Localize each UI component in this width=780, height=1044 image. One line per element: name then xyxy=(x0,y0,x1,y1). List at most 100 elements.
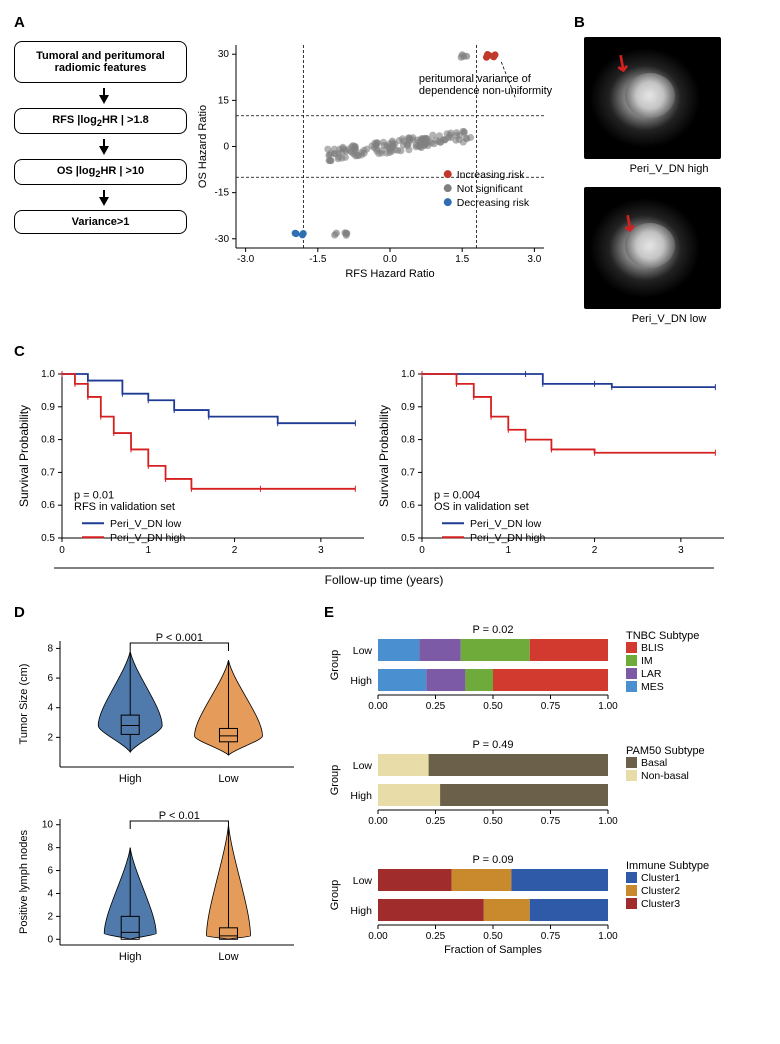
svg-text:0.5: 0.5 xyxy=(401,533,415,544)
svg-text:Fraction of Samples: Fraction of Samples xyxy=(444,944,542,956)
panel-b-label: B xyxy=(574,14,754,31)
svg-text:1.00: 1.00 xyxy=(598,931,618,942)
svg-text:Positive lymph nodes: Positive lymph nodes xyxy=(18,830,30,934)
svg-text:P < 0.001: P < 0.001 xyxy=(156,632,203,644)
mri-low: ↘ xyxy=(584,187,721,309)
svg-text:Low: Low xyxy=(218,773,238,785)
svg-text:8: 8 xyxy=(47,843,53,854)
flow-step1: Tumoral and peritumoral radiomic feature… xyxy=(14,41,187,83)
svg-text:Peri_V_DN high: Peri_V_DN high xyxy=(110,532,185,544)
svg-text:Group: Group xyxy=(329,650,341,681)
svg-text:High: High xyxy=(350,905,372,917)
svg-text:2: 2 xyxy=(47,911,53,922)
km-left: 0 1 2 3 0.5 0.6 0.7 0.8 0.9 1.0 Survival Probabili… xyxy=(14,364,374,564)
svg-text:0.00: 0.00 xyxy=(368,816,388,827)
stacked-tnbc: P = 0.02LowHighGroup0.000.250.500.751.00… xyxy=(324,621,764,736)
svg-text:1.0: 1.0 xyxy=(401,369,415,380)
svg-text:Peri_V_DN low: Peri_V_DN low xyxy=(110,518,182,530)
svg-text:0.6: 0.6 xyxy=(41,500,55,511)
svg-text:BLIS: BLIS xyxy=(641,642,664,654)
svg-text:0.50: 0.50 xyxy=(483,931,503,942)
svg-text:0.8: 0.8 xyxy=(401,435,415,446)
svg-text:Peri_V_DN high: Peri_V_DN high xyxy=(470,532,545,544)
svg-text:OS Hazard Ratio: OS Hazard Ratio xyxy=(197,105,209,188)
svg-text:-3.0: -3.0 xyxy=(237,254,255,265)
svg-text:Non-basal: Non-basal xyxy=(641,770,689,782)
svg-text:6: 6 xyxy=(47,866,53,877)
svg-text:P = 0.02: P = 0.02 xyxy=(472,624,513,636)
svg-text:0.75: 0.75 xyxy=(541,816,561,827)
svg-text:2: 2 xyxy=(592,545,598,556)
svg-text:Basal: Basal xyxy=(641,757,667,769)
stacked-immune: P = 0.09LowHighGroup0.000.250.500.751.00… xyxy=(324,851,764,966)
panel-e-label: E xyxy=(324,604,764,621)
mri-high: ↘ xyxy=(584,37,721,159)
violin-lymph-nodes: 0246810Positive lymph nodesHighLowP < 0.… xyxy=(14,799,304,969)
svg-text:0.6: 0.6 xyxy=(401,500,415,511)
svg-text:Increasing risk: Increasing risk xyxy=(457,169,525,181)
svg-text:4: 4 xyxy=(47,703,53,714)
svg-text:Survival Probability: Survival Probability xyxy=(17,405,31,507)
svg-text:0.9: 0.9 xyxy=(401,402,415,413)
violin-tumor-size: 2468Tumor Size (cm)HighLowP < 0.001 xyxy=(14,621,304,791)
svg-text:0: 0 xyxy=(419,545,425,556)
svg-text:IM: IM xyxy=(641,655,653,667)
svg-text:Group: Group xyxy=(329,765,341,796)
svg-text:1.00: 1.00 xyxy=(598,816,618,827)
svg-text:TNBC Subtype: TNBC Subtype xyxy=(626,630,699,642)
svg-text:0.25: 0.25 xyxy=(426,816,446,827)
svg-text:0.8: 0.8 xyxy=(41,435,55,446)
svg-text:8: 8 xyxy=(47,643,53,654)
svg-text:peritumoral variance of: peritumoral variance of xyxy=(419,73,532,85)
km-right: 01230.50.60.70.80.91.0Survival Probabili… xyxy=(374,364,734,564)
svg-text:Peri_V_DN low: Peri_V_DN low xyxy=(470,518,542,530)
flow-step4: Variance>1 xyxy=(14,210,187,234)
svg-text:Low: Low xyxy=(353,760,373,772)
svg-text:0.50: 0.50 xyxy=(483,701,503,712)
svg-text:3: 3 xyxy=(318,545,324,556)
svg-text:0.5: 0.5 xyxy=(41,533,55,544)
svg-text:-30: -30 xyxy=(215,234,230,245)
svg-text:Decreasing risk: Decreasing risk xyxy=(457,197,530,209)
svg-text:1.00: 1.00 xyxy=(598,701,618,712)
svg-text:0.7: 0.7 xyxy=(401,467,415,478)
svg-text:p = 0.01: p = 0.01 xyxy=(74,490,114,502)
km-xaxis-label: Follow-up time (years) xyxy=(14,564,734,588)
svg-text:1: 1 xyxy=(146,545,152,556)
svg-text:1.5: 1.5 xyxy=(455,254,469,265)
svg-text:0.00: 0.00 xyxy=(368,931,388,942)
svg-text:High: High xyxy=(119,951,142,963)
svg-text:0.25: 0.25 xyxy=(426,931,446,942)
svg-text:Low: Low xyxy=(353,645,373,657)
svg-text:4: 4 xyxy=(47,888,53,899)
svg-text:10: 10 xyxy=(42,820,54,831)
svg-text:LAR: LAR xyxy=(641,668,662,680)
svg-text:1.0: 1.0 xyxy=(41,369,55,380)
svg-text:PAM50 Subtype: PAM50 Subtype xyxy=(626,745,705,757)
svg-text:MES: MES xyxy=(641,681,664,693)
svg-text:3: 3 xyxy=(678,545,684,556)
svg-text:High: High xyxy=(119,773,142,785)
svg-text:Survival Probability: Survival Probability xyxy=(377,405,391,507)
svg-text:0.50: 0.50 xyxy=(483,816,503,827)
svg-text:P = 0.49: P = 0.49 xyxy=(472,739,513,751)
svg-text:30: 30 xyxy=(218,49,230,60)
arrow-icon: ↘ xyxy=(614,207,644,239)
panel-c-label: C xyxy=(14,343,766,360)
svg-text:P < 0.01: P < 0.01 xyxy=(159,810,200,822)
flow-step2: RFS |log2HR | >1.8 xyxy=(14,108,187,134)
scatter-plot: -3.0-1.50.01.53.0-30-1501530RFS Hazard R… xyxy=(194,35,564,280)
flowchart: Tumoral and peritumoral radiomic feature… xyxy=(14,35,194,280)
svg-text:0.7: 0.7 xyxy=(41,467,55,478)
svg-text:Immune Subtype: Immune Subtype xyxy=(626,860,709,872)
svg-text:Tumor Size (cm): Tumor Size (cm) xyxy=(18,664,30,745)
svg-text:High: High xyxy=(350,675,372,687)
svg-text:0.9: 0.9 xyxy=(41,402,55,413)
svg-text:0: 0 xyxy=(59,545,65,556)
svg-text:Cluster2: Cluster2 xyxy=(641,885,680,897)
svg-text:0: 0 xyxy=(223,142,229,153)
svg-text:0: 0 xyxy=(47,934,53,945)
svg-text:High: High xyxy=(350,790,372,802)
svg-text:2: 2 xyxy=(232,545,238,556)
svg-text:RFS in validation set: RFS in validation set xyxy=(74,501,175,513)
